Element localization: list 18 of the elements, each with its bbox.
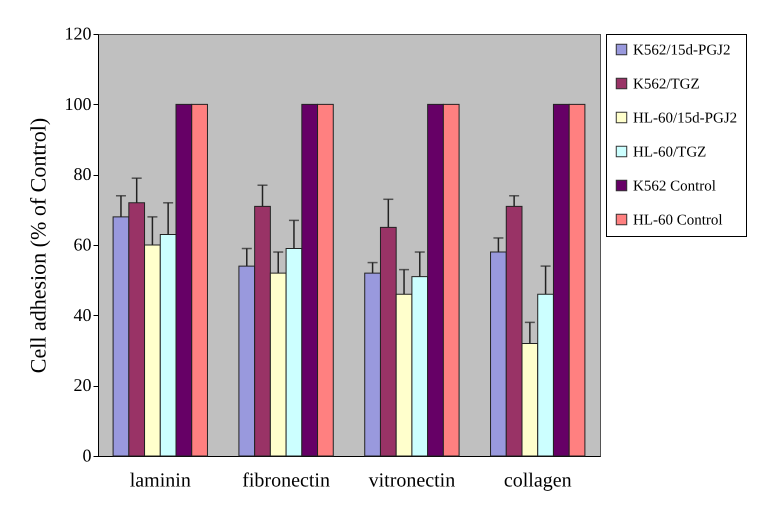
- y-tick-label: 120: [64, 24, 92, 44]
- legend-label: K562 Control: [633, 178, 716, 194]
- legend-label: K562/TGZ: [633, 76, 700, 92]
- x-tick-label: laminin: [130, 470, 191, 492]
- x-tick-label: fibronectin: [242, 470, 330, 492]
- y-tick-label: 0: [82, 446, 92, 466]
- y-tick-label: 100: [64, 94, 92, 114]
- y-axis-title: Cell adhesion (% of Control): [26, 118, 50, 374]
- y-tick-label: 60: [74, 234, 92, 254]
- legend-label: HL-60 Control: [633, 212, 723, 228]
- x-tick-label: collagen: [504, 470, 572, 492]
- legend-label: HL-60/TGZ: [633, 144, 706, 160]
- y-tick-label: 40: [74, 304, 92, 325]
- legend-label: HL-60/15d-PGJ2: [633, 110, 738, 126]
- legend-label: K562/15d-PGJ2: [633, 42, 731, 58]
- y-tick-label: 80: [74, 164, 92, 184]
- y-tick-label: 20: [74, 375, 92, 396]
- x-tick-label: vitronectin: [368, 470, 456, 492]
